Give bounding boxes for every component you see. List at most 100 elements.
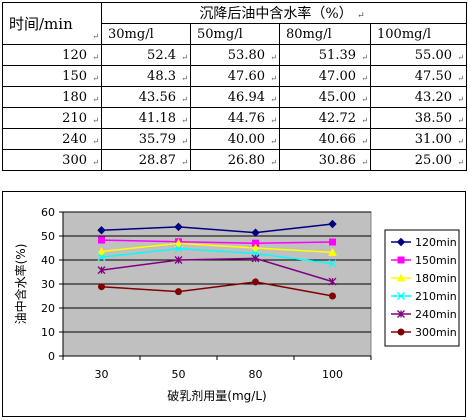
paragraph-mark-icon: ↵	[457, 116, 464, 125]
table-cell: 25.00 ↵	[370, 149, 467, 171]
paragraph-mark-icon: ↵	[92, 158, 99, 167]
data-point	[328, 219, 337, 229]
paragraph-mark-icon: ↵	[361, 137, 368, 146]
table-cell: 46.94 ↵	[190, 86, 280, 108]
table-cell: 44.76 ↵	[190, 107, 280, 129]
paragraph-mark-icon: ↵	[92, 53, 99, 62]
row-time: 240	[62, 131, 87, 147]
y-tick-label: 60	[41, 206, 55, 219]
data-point	[328, 247, 337, 256]
row-time: 180	[62, 89, 87, 105]
corner-label: 时间/min	[9, 15, 73, 33]
table-cell: 53.80 ↵	[190, 44, 280, 66]
cell-value: 51.39	[318, 47, 356, 63]
cell-value: 47.00	[318, 68, 356, 84]
group-header: 沉降后油中含水率（%） ↵	[101, 2, 467, 24]
data-table: 时间/min ↵ 沉降后油中含水率（%） ↵ 30mg/l 50mg/l 80mg…	[2, 2, 467, 171]
table-cell: 55.00 ↵	[370, 44, 467, 66]
data-point	[329, 238, 336, 246]
legend-label: 300min	[415, 326, 457, 339]
paragraph-mark-icon: ↵	[457, 74, 464, 83]
data-point	[328, 259, 337, 268]
paragraph-mark-icon: ↵	[92, 137, 99, 146]
legend-box	[384, 229, 460, 347]
series-line	[101, 257, 333, 283]
data-point	[98, 236, 105, 244]
column-header: 50mg/l	[190, 23, 280, 45]
data-point	[174, 256, 183, 264]
cell-value: 53.80	[227, 47, 265, 63]
paragraph-mark-icon: ↵	[270, 53, 277, 62]
table-cell: 40.00 ↵	[190, 128, 280, 150]
series-line	[101, 239, 333, 244]
table-row: 210 ↵ 41.18 ↵ 44.76 ↵ 42.72 ↵ 38.50 ↵	[2, 107, 467, 129]
paragraph-mark-icon: ↵	[361, 158, 368, 167]
cell-value: 48.3	[147, 68, 176, 84]
table-cell: 48.3 ↵	[101, 65, 191, 87]
column-header: 30mg/l	[101, 23, 191, 45]
row-time-cell: 180 ↵	[2, 86, 102, 108]
x-tick-label: 50	[172, 368, 186, 381]
cell-value: 28.87	[138, 152, 176, 168]
table-cell: 35.79 ↵	[101, 128, 191, 150]
row-time: 150	[62, 68, 87, 84]
row-time-cell: 120 ↵	[2, 44, 102, 66]
paragraph-mark-icon: ↵	[270, 137, 277, 146]
table-cell: 47.60 ↵	[190, 65, 280, 87]
data-point	[97, 266, 106, 275]
paragraph-mark-icon: ↵	[92, 116, 99, 125]
paragraph-mark-icon: ↵	[270, 74, 277, 83]
cell-value: 31.00	[414, 131, 452, 147]
table-row: 240 ↵ 35.79 ↵ 40.00 ↵ 40.66 ↵ 31.00 ↵	[2, 128, 467, 150]
legend-label: 210min	[415, 290, 457, 303]
paragraph-mark-icon: ↵	[361, 53, 368, 62]
y-axis-title: 油中含水率(%)	[13, 244, 28, 325]
table-row: 120 ↵ 52.4 ↵ 53.80 ↵ 51.39 ↵ 55.00 ↵	[2, 44, 467, 66]
legend-label: 120min	[415, 236, 457, 249]
paragraph-mark-icon: ↵	[361, 95, 368, 104]
data-point	[97, 253, 106, 262]
row-time-cell: 210 ↵	[2, 107, 102, 129]
x-tick-label: 100	[322, 368, 343, 381]
paragraph-mark-icon: ↵	[181, 137, 188, 146]
table-cell: 47.50 ↵	[370, 65, 467, 87]
series-line	[101, 242, 333, 254]
data-point	[251, 228, 260, 237]
data-point	[251, 243, 260, 252]
y-tick-label: 10	[41, 326, 55, 339]
data-point	[251, 254, 260, 263]
cell-value: 40.66	[318, 131, 356, 147]
data-point	[97, 226, 106, 235]
table-cell: 41.18 ↵	[101, 107, 191, 129]
series-line	[101, 223, 333, 234]
y-tick-label: 0	[48, 350, 55, 363]
row-time: 120	[62, 47, 87, 63]
cell-value: 52.4	[147, 47, 176, 63]
legend-marker	[397, 256, 405, 264]
y-tick-label: 20	[41, 302, 55, 315]
series-line	[101, 247, 333, 265]
paragraph-mark-icon: ↵	[181, 158, 188, 167]
series-line	[101, 281, 333, 297]
cell-value: 55.00	[414, 47, 452, 63]
data-point	[175, 288, 182, 296]
chart-frame: 0 10 20 30 40 50 60 30 50 80 100 破乳剂用量(mg/L) 油中含水率(%…	[2, 191, 466, 417]
table-cell: 30.86 ↵	[279, 149, 371, 171]
paragraph-mark-icon: ↵	[181, 74, 188, 83]
table-cell: 43.20 ↵	[370, 86, 467, 108]
legend-label: 180min	[415, 272, 457, 285]
table-cell: 45.00 ↵	[279, 86, 371, 108]
cell-value: 26.80	[227, 152, 265, 168]
table-row: 150 ↵ 48.3 ↵ 47.60 ↵ 47.00 ↵ 47.50 ↵	[2, 65, 467, 87]
group-header-label: 沉降后油中含水率（%）	[199, 6, 353, 22]
row-time: 300	[62, 152, 87, 168]
table-cell: 42.72 ↵	[279, 107, 371, 129]
cell-value: 47.60	[227, 68, 265, 84]
y-tick-label: 40	[41, 254, 55, 267]
table-cell: 51.39 ↵	[279, 44, 371, 66]
data-point	[174, 244, 183, 253]
legend-label: 240min	[415, 308, 457, 321]
paragraph-mark-icon: ↵	[270, 116, 277, 125]
paragraph-mark-icon: ↵	[457, 53, 464, 62]
data-point	[329, 292, 336, 300]
